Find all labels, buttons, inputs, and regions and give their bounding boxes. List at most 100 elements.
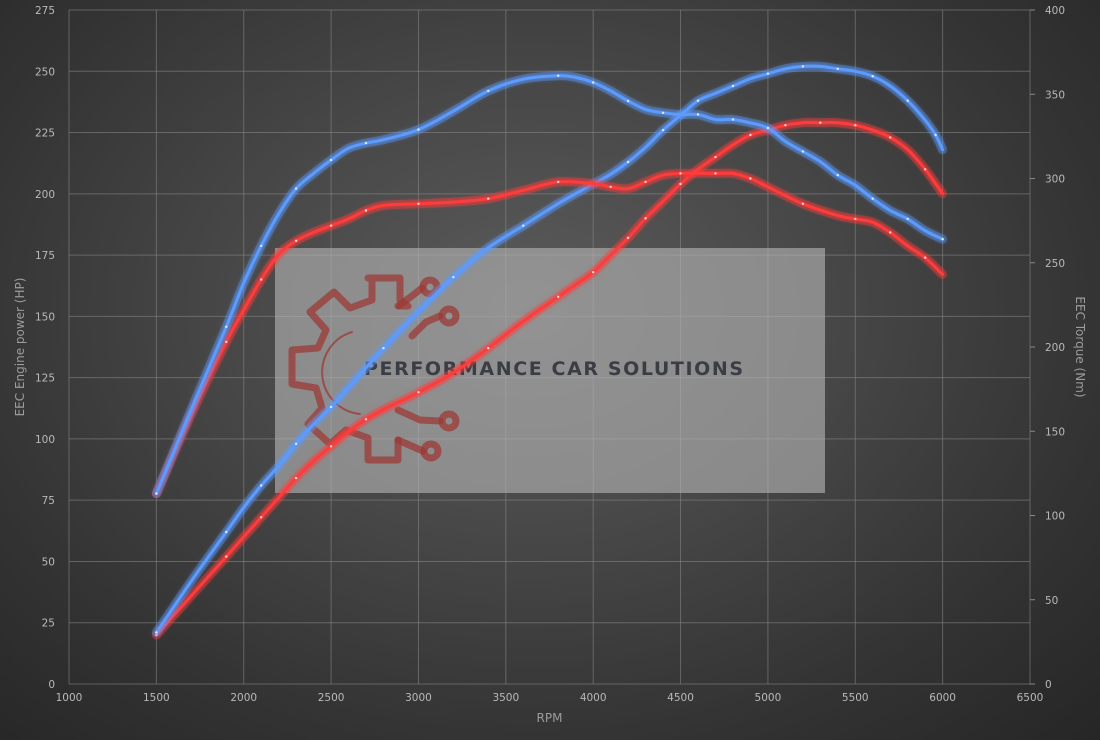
data-point [155, 631, 158, 634]
data-point [155, 492, 158, 495]
x-tick-label: 6000 [929, 692, 956, 704]
x-tick-label: 5000 [755, 692, 782, 704]
y-left-tick-label: 250 [35, 66, 55, 78]
y-right-tick-label: 200 [1045, 342, 1065, 354]
data-point [854, 124, 857, 127]
data-point [592, 81, 595, 84]
data-point [294, 476, 298, 480]
data-point [749, 177, 752, 180]
y-left-tick-label: 50 [42, 556, 55, 568]
series-1-left-line [151, 61, 948, 637]
data-point [784, 124, 787, 127]
y-left-tick-label: 150 [35, 311, 55, 323]
y-left-tick-label: 100 [35, 434, 55, 446]
data-point [417, 128, 420, 131]
watermark-logo: PERFORMANCE CAR SOLUTIONS [275, 248, 825, 493]
data-point [696, 113, 700, 116]
x-tick-label: 4500 [667, 692, 694, 704]
data-point [329, 158, 333, 162]
y-right-tick-label: 350 [1045, 89, 1065, 101]
data-point [766, 126, 770, 130]
data-point [934, 133, 937, 137]
data-point [417, 391, 420, 394]
y-right-tick-label: 100 [1045, 511, 1065, 523]
data-point [871, 75, 874, 78]
data-point [364, 209, 368, 212]
data-point [487, 347, 490, 350]
data-point [225, 530, 228, 534]
y-left-tick-label: 225 [35, 128, 55, 140]
data-point [871, 197, 874, 200]
data-point [626, 160, 630, 164]
y-left-tick-label: 25 [42, 618, 55, 630]
x-tick-label: 3000 [405, 692, 432, 704]
data-point [294, 239, 298, 242]
data-point [906, 99, 909, 102]
data-point [801, 150, 805, 153]
data-point [557, 180, 560, 184]
x-tick-label: 1500 [143, 692, 170, 704]
data-point [661, 111, 665, 115]
data-point [906, 217, 909, 221]
y-left-axis-title: EEC Engine power (HP) [13, 278, 27, 417]
series-path [154, 171, 945, 496]
data-point [731, 118, 735, 121]
data-point [714, 155, 717, 159]
data-point [644, 217, 647, 220]
data-point [329, 405, 333, 409]
data-point [819, 121, 822, 124]
y-right-tick-label: 400 [1045, 5, 1065, 17]
y-right-tick-label: 0 [1045, 679, 1052, 691]
x-tick-label: 5500 [842, 692, 869, 704]
data-point [836, 173, 839, 177]
data-point [592, 271, 595, 274]
data-point [626, 99, 630, 103]
data-point [644, 180, 647, 184]
x-tick-label: 6500 [1017, 692, 1044, 704]
data-point [260, 484, 263, 487]
data-point [364, 141, 368, 145]
data-point [260, 244, 263, 248]
data-point [766, 72, 770, 75]
series-path [154, 121, 945, 637]
data-point [696, 99, 700, 102]
y-right-axis-title: EEC Torque (Nm) [1073, 296, 1087, 397]
y-left-tick-label: 75 [42, 495, 55, 507]
data-point [294, 187, 298, 190]
data-point [836, 67, 839, 71]
y-left-tick-label: 0 [48, 679, 55, 691]
x-tick-label: 3500 [492, 692, 519, 704]
data-point [329, 224, 333, 227]
x-axis-title: RPM [537, 711, 563, 725]
data-point [294, 442, 298, 445]
data-point [487, 197, 490, 200]
axes: 1000 1500 2000 2500 3000 3500 4000 4500 5000 5500… [13, 5, 1087, 725]
data-point [626, 236, 630, 240]
x-tick-label: 2500 [318, 692, 345, 704]
data-point [364, 418, 368, 421]
data-point [155, 633, 158, 637]
data-point [801, 202, 805, 205]
data-point [731, 84, 735, 88]
y-right-tick-label: 250 [1045, 258, 1065, 270]
y-right-tick-label: 150 [1045, 426, 1065, 438]
x-tick-label: 2000 [230, 692, 257, 704]
data-point [661, 128, 665, 132]
data-point [609, 185, 612, 189]
data-point [679, 172, 682, 175]
data-point [924, 168, 927, 171]
data-point [522, 224, 525, 227]
data-point [714, 172, 717, 175]
data-point [225, 340, 228, 344]
data-point [924, 256, 927, 259]
series-path [154, 64, 945, 634]
data-point [679, 182, 682, 186]
data-point [557, 74, 560, 77]
data-point [801, 65, 805, 68]
series-3-right-line [151, 71, 948, 499]
series [151, 61, 948, 640]
x-tick-label: 1000 [56, 692, 83, 704]
series-0-left-line [151, 118, 948, 640]
logo-brand-text: PERFORMANCE CAR SOLUTIONS [364, 358, 745, 380]
x-tick-label: 4000 [580, 692, 607, 704]
